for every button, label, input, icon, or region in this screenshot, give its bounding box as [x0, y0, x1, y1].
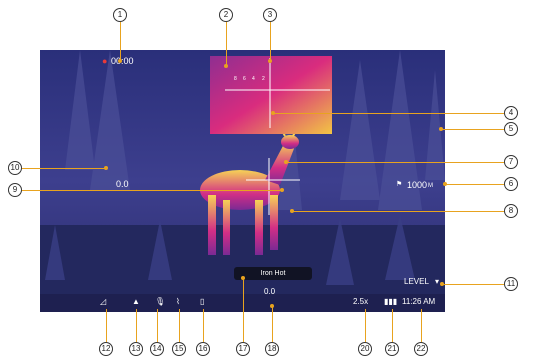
callout-8: 8: [504, 204, 518, 218]
callout-22: 22: [414, 342, 428, 356]
callout-line-13: [136, 309, 137, 342]
callout-17: 17: [236, 342, 250, 356]
range-unit: M: [428, 183, 433, 189]
callout-3: 3: [263, 8, 277, 22]
level-icon: ▾: [435, 277, 440, 286]
callout-line-22: [421, 309, 422, 342]
callout-dot-4: [271, 111, 275, 115]
callout-line-6: [445, 184, 504, 185]
callout-1: 1: [113, 8, 127, 22]
callout-13: 13: [129, 342, 143, 356]
thermal-view: 8 6 4 2 ● 00:00 0.0 ⚑ 1000 M LEVEL ▾ Iro…: [40, 50, 445, 312]
callout-line-2: [226, 22, 227, 66]
callout-line-15: [179, 309, 180, 342]
clock: 11:26 AM: [402, 297, 436, 306]
callout-line-11: [442, 284, 504, 285]
callout-18: 18: [265, 342, 279, 356]
callout-21: 21: [385, 342, 399, 356]
callout-line-14: [157, 309, 158, 342]
callout-dot-7: [284, 160, 288, 164]
callout-9: 9: [8, 183, 22, 197]
callout-dot-9: [280, 188, 284, 192]
callout-dot-10: [104, 166, 108, 170]
horizon-value: 0.0: [264, 287, 276, 296]
callout-line-8: [292, 211, 504, 212]
callout-20: 20: [358, 342, 372, 356]
picture-in-picture: [210, 56, 332, 134]
zoom-level: 2.5x: [353, 297, 369, 306]
record-indicator-icon: ●: [102, 56, 108, 66]
callout-dot-17: [241, 276, 245, 280]
callout-10: 10: [8, 161, 22, 175]
callout-15: 15: [172, 342, 186, 356]
callout-dot-6: [443, 182, 447, 186]
status-bar: [40, 294, 445, 312]
callout-line-18: [272, 306, 273, 342]
callout-line-3: [270, 22, 271, 61]
callout-dot-3: [268, 59, 272, 63]
record-timer: 00:00: [111, 56, 134, 66]
callout-14: 14: [150, 342, 164, 356]
callout-line-21: [392, 309, 393, 342]
callout-line-10: [22, 168, 106, 169]
stadiametric-rangefinder-icon: ◿: [100, 297, 107, 306]
callout-12: 12: [99, 342, 113, 356]
callout-line-4: [273, 113, 504, 114]
callout-2: 2: [219, 8, 233, 22]
callout-7: 7: [504, 155, 518, 169]
callout-line-16: [203, 309, 204, 342]
callout-6: 6: [504, 177, 518, 191]
callout-line-7: [286, 162, 504, 163]
ballistic-profile-icon: ▲: [132, 297, 140, 306]
storage-icon: ▯: [200, 297, 205, 306]
battery-icon: ▮▮▮: [384, 297, 398, 306]
callout-dot-2: [224, 64, 228, 68]
pip-mark-2: 6: [243, 76, 246, 82]
callout-dot-8: [290, 209, 294, 213]
elevation-value: 0.0: [116, 179, 129, 189]
wifi-icon: ⌇: [176, 297, 180, 306]
palette-mode: Iron Hot: [234, 267, 312, 280]
callout-5: 5: [504, 122, 518, 136]
callout-dot-1: [118, 59, 122, 63]
callout-dot-5: [439, 127, 443, 131]
callout-dot-11: [440, 282, 444, 286]
callout-line-17: [243, 278, 244, 342]
pip-mark-1: 8: [234, 76, 237, 82]
callout-line-5: [441, 129, 504, 130]
pip-mark-4: 2: [262, 76, 265, 82]
callout-11: 11: [504, 277, 518, 291]
callout-line-20: [365, 309, 366, 342]
callout-line-12: [106, 309, 107, 342]
microphone-icon: 🎙: [155, 297, 166, 306]
level-label: LEVEL: [404, 277, 429, 286]
callout-4: 4: [504, 106, 518, 120]
callout-16: 16: [196, 342, 210, 356]
range-value: 1000: [407, 180, 428, 190]
pip-mark-3: 4: [252, 76, 255, 82]
callout-line-1: [120, 22, 121, 61]
range-icon: ⚑: [396, 181, 403, 188]
callout-dot-18: [270, 304, 274, 308]
callout-line-9: [22, 190, 282, 191]
